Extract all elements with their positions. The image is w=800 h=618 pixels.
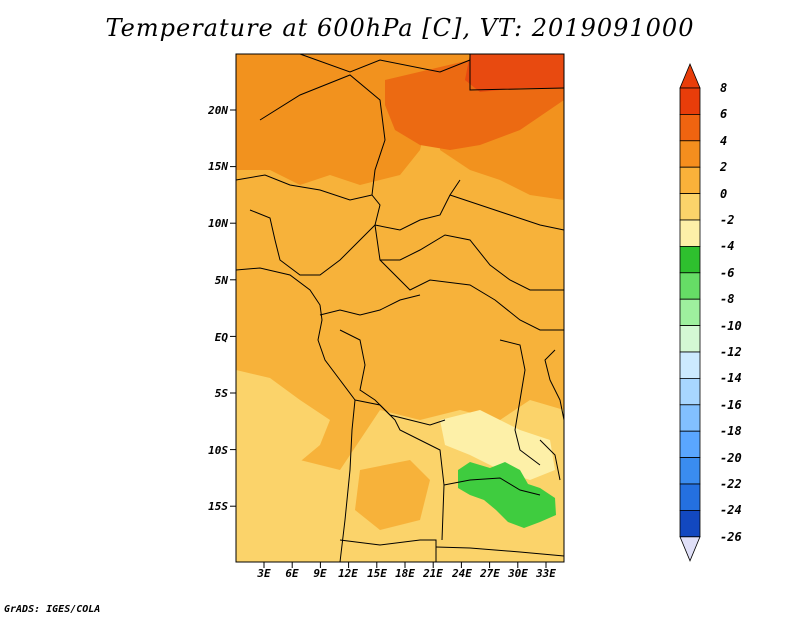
colorbar-label: -4: [720, 239, 735, 254]
colorbar-top-arrow: [679, 62, 701, 89]
lon-label: 24E: [452, 567, 472, 580]
lat-label: 10S: [208, 444, 228, 457]
colorbar-label: -6: [720, 265, 735, 280]
colorbar-segment: [679, 219, 701, 247]
colorbar-segment: [679, 430, 701, 459]
colorbar-segment: [679, 298, 701, 327]
lon-label: 3E: [257, 567, 271, 580]
lon-label: 30E: [508, 567, 528, 580]
colorbar-segment: [679, 87, 701, 115]
colorbar-bottom-arrow: [679, 536, 701, 562]
colorbar-label: -10: [720, 318, 742, 333]
colorbar-segment: [679, 483, 701, 511]
lon-label: 12E: [338, 567, 358, 580]
colorbar-segment: [679, 351, 701, 379]
lat-label: 5S: [214, 387, 228, 400]
colorbar-label: -22: [720, 477, 742, 491]
footer-credit: GrADS: IGES/COLA: [4, 604, 101, 615]
lon-label: 15E: [367, 567, 387, 580]
lat-label: 15N: [208, 160, 228, 173]
colorbar-label: -20: [720, 450, 742, 465]
colorbar-label: 4: [720, 133, 728, 148]
lon-label: 6E: [285, 567, 299, 580]
colorbar-label: -12: [720, 345, 742, 359]
field-green-anomaly: [458, 462, 556, 528]
colorbar-label: -8: [720, 292, 735, 307]
lon-label: 9E: [313, 567, 327, 580]
lat-label: 20N: [208, 104, 228, 117]
field-mid-southwest: [355, 460, 430, 530]
lon-label: 27E: [480, 567, 500, 580]
lat-label: 10N: [208, 217, 228, 230]
colorbar-segment: [679, 272, 701, 300]
field-pale-patch: [440, 410, 555, 480]
colorbar-segment: [679, 377, 701, 406]
colorbar-segment: [679, 114, 701, 142]
field-hot-top: [465, 54, 564, 92]
colorbar-label: -18: [720, 424, 742, 439]
colorbar-label: 6: [720, 107, 728, 122]
colorbar-label: -26: [720, 529, 742, 544]
colorbar: [679, 62, 701, 562]
colorbar-label: 8: [720, 81, 728, 95]
lat-label: 5N: [214, 274, 228, 287]
colorbar-label: -14: [720, 371, 742, 386]
field-light-west: [236, 370, 330, 470]
colorbar-label: -2: [720, 213, 735, 227]
lon-label: 18E: [395, 567, 415, 580]
latitude-ticks: [230, 109, 236, 507]
lat-label: EQ: [214, 331, 228, 344]
colorbar-label: -16: [720, 397, 742, 412]
colorbar-segment: [679, 404, 701, 432]
coastline-borders: [235, 53, 565, 563]
colorbar-segment: [679, 457, 701, 485]
colorbar-label: 0: [720, 186, 728, 201]
colorbar-segment: [679, 509, 701, 538]
map-title: Temperature at 600hPa [C], VT: 201909100…: [105, 14, 695, 42]
colorbar-segment: [679, 140, 701, 168]
temperature-field: [236, 54, 564, 562]
map-frame: [235, 53, 565, 563]
lat-label: 15S: [208, 500, 228, 513]
colorbar-label: 2: [720, 160, 728, 175]
colorbar-segment: [679, 245, 701, 274]
lon-label: 21E: [423, 567, 443, 580]
longitude-ticks: [263, 562, 547, 568]
lon-label: 33E: [536, 567, 556, 580]
colorbar-segment: [679, 325, 701, 353]
colorbar-segment: [679, 166, 701, 194]
colorbar-segment: [679, 193, 701, 221]
colorbar-label: -24: [720, 503, 742, 518]
